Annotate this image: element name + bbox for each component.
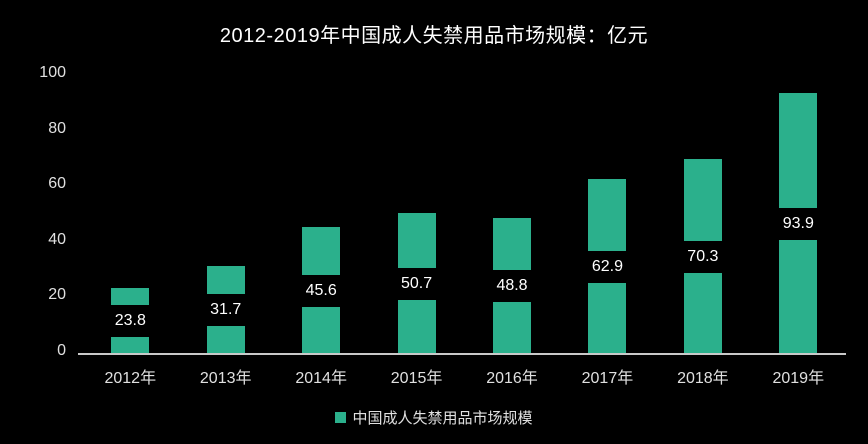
bar-value-label: 93.9 xyxy=(777,207,820,240)
legend-label: 中国成人失禁用品市场规模 xyxy=(352,409,533,427)
bar-value-label: 70.3 xyxy=(681,240,724,273)
bar-value-label: 45.6 xyxy=(300,274,343,307)
y-axis-tick-label: 40 xyxy=(48,230,66,248)
y-axis-tick-label: 0 xyxy=(57,342,66,359)
x-axis-label: 2013年 xyxy=(199,370,252,387)
y-axis-tick-label: 100 xyxy=(39,64,66,81)
legend-swatch-icon xyxy=(335,411,347,423)
x-axis-label: 2017年 xyxy=(581,370,634,387)
legend-item[interactable]: 中国成人失禁用品市场规模 xyxy=(0,406,868,428)
x-axis-label: 2018年 xyxy=(677,370,729,387)
y-axis-tick-label: 20 xyxy=(48,286,66,304)
chart-title: 2012-2019年中国成人失禁用品市场规模：亿元 xyxy=(219,25,649,47)
x-axis-label: 2019年 xyxy=(772,370,825,387)
bar-value-label: 23.8 xyxy=(109,305,152,337)
bar-value-label: 62.9 xyxy=(586,250,629,283)
bar-value-label: 48.8 xyxy=(491,270,534,302)
x-axis-label: 2016年 xyxy=(486,370,538,387)
y-axis-tick-label: 60 xyxy=(48,175,66,193)
x-axis-label: 2012年 xyxy=(104,370,157,387)
x-axis-label: 2014年 xyxy=(295,370,347,387)
x-axis-label: 2015年 xyxy=(390,370,443,387)
bar-value-label: 50.7 xyxy=(395,267,438,300)
y-axis-tick-label: 80 xyxy=(48,119,66,137)
x-axis-line xyxy=(78,353,846,355)
bar-value-label: 31.7 xyxy=(204,294,247,326)
